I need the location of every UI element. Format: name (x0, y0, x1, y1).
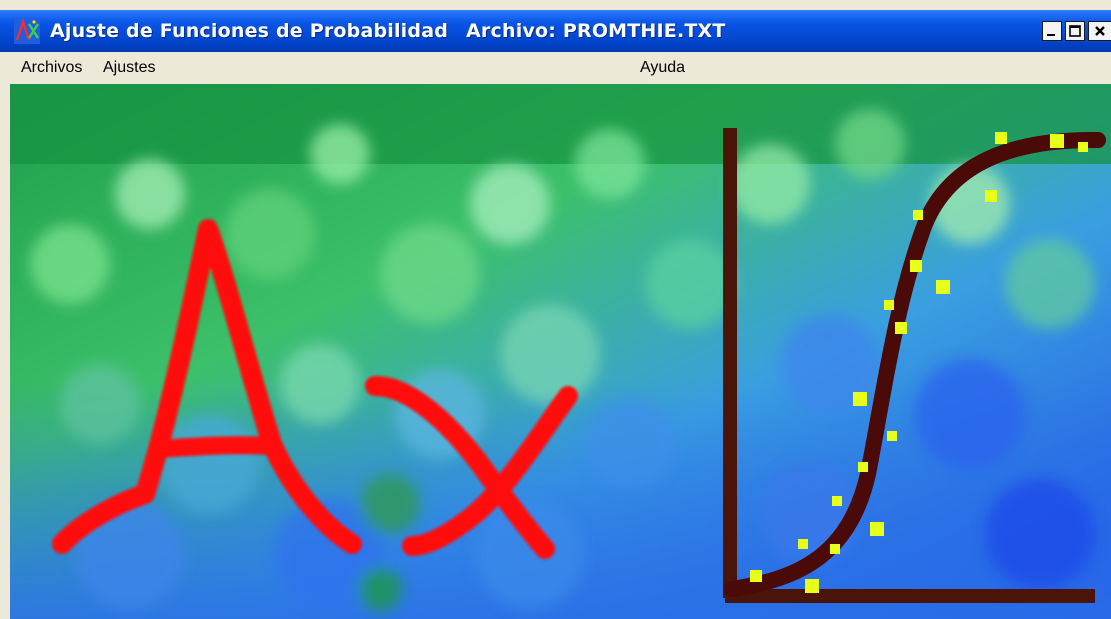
app-chart-icon (14, 18, 40, 44)
minimize-button[interactable] (1042, 21, 1062, 41)
close-icon (1095, 26, 1105, 36)
window-title: Ajuste de Funciones de Probabilidad Archi… (50, 10, 726, 52)
letter-x-glyph (365, 376, 578, 559)
close-button[interactable] (1088, 21, 1111, 41)
maximize-icon (1069, 25, 1081, 37)
minimize-icon (1047, 34, 1055, 36)
menu-ajustes[interactable]: Ajustes (103, 59, 156, 76)
window-left-border (0, 84, 10, 619)
title-bar[interactable]: Ajuste de Funciones de Probabilidad Archi… (0, 10, 1111, 52)
splash-artwork (10, 84, 1111, 619)
letter-a-glyph (52, 219, 362, 554)
file-title: Archivo: PROMTHIE.TXT (466, 20, 726, 42)
menu-bar: Archivos Ajustes Ayuda (0, 52, 1111, 84)
splash-image (10, 84, 1111, 619)
cumulative-curve (724, 131, 1106, 597)
menu-ayuda[interactable]: Ayuda (640, 59, 686, 76)
app-title: Ajuste de Funciones de Probabilidad (50, 20, 449, 42)
maximize-button[interactable] (1065, 21, 1085, 41)
menu-archivos[interactable]: Archivos (21, 59, 83, 76)
data-points (750, 132, 1088, 593)
